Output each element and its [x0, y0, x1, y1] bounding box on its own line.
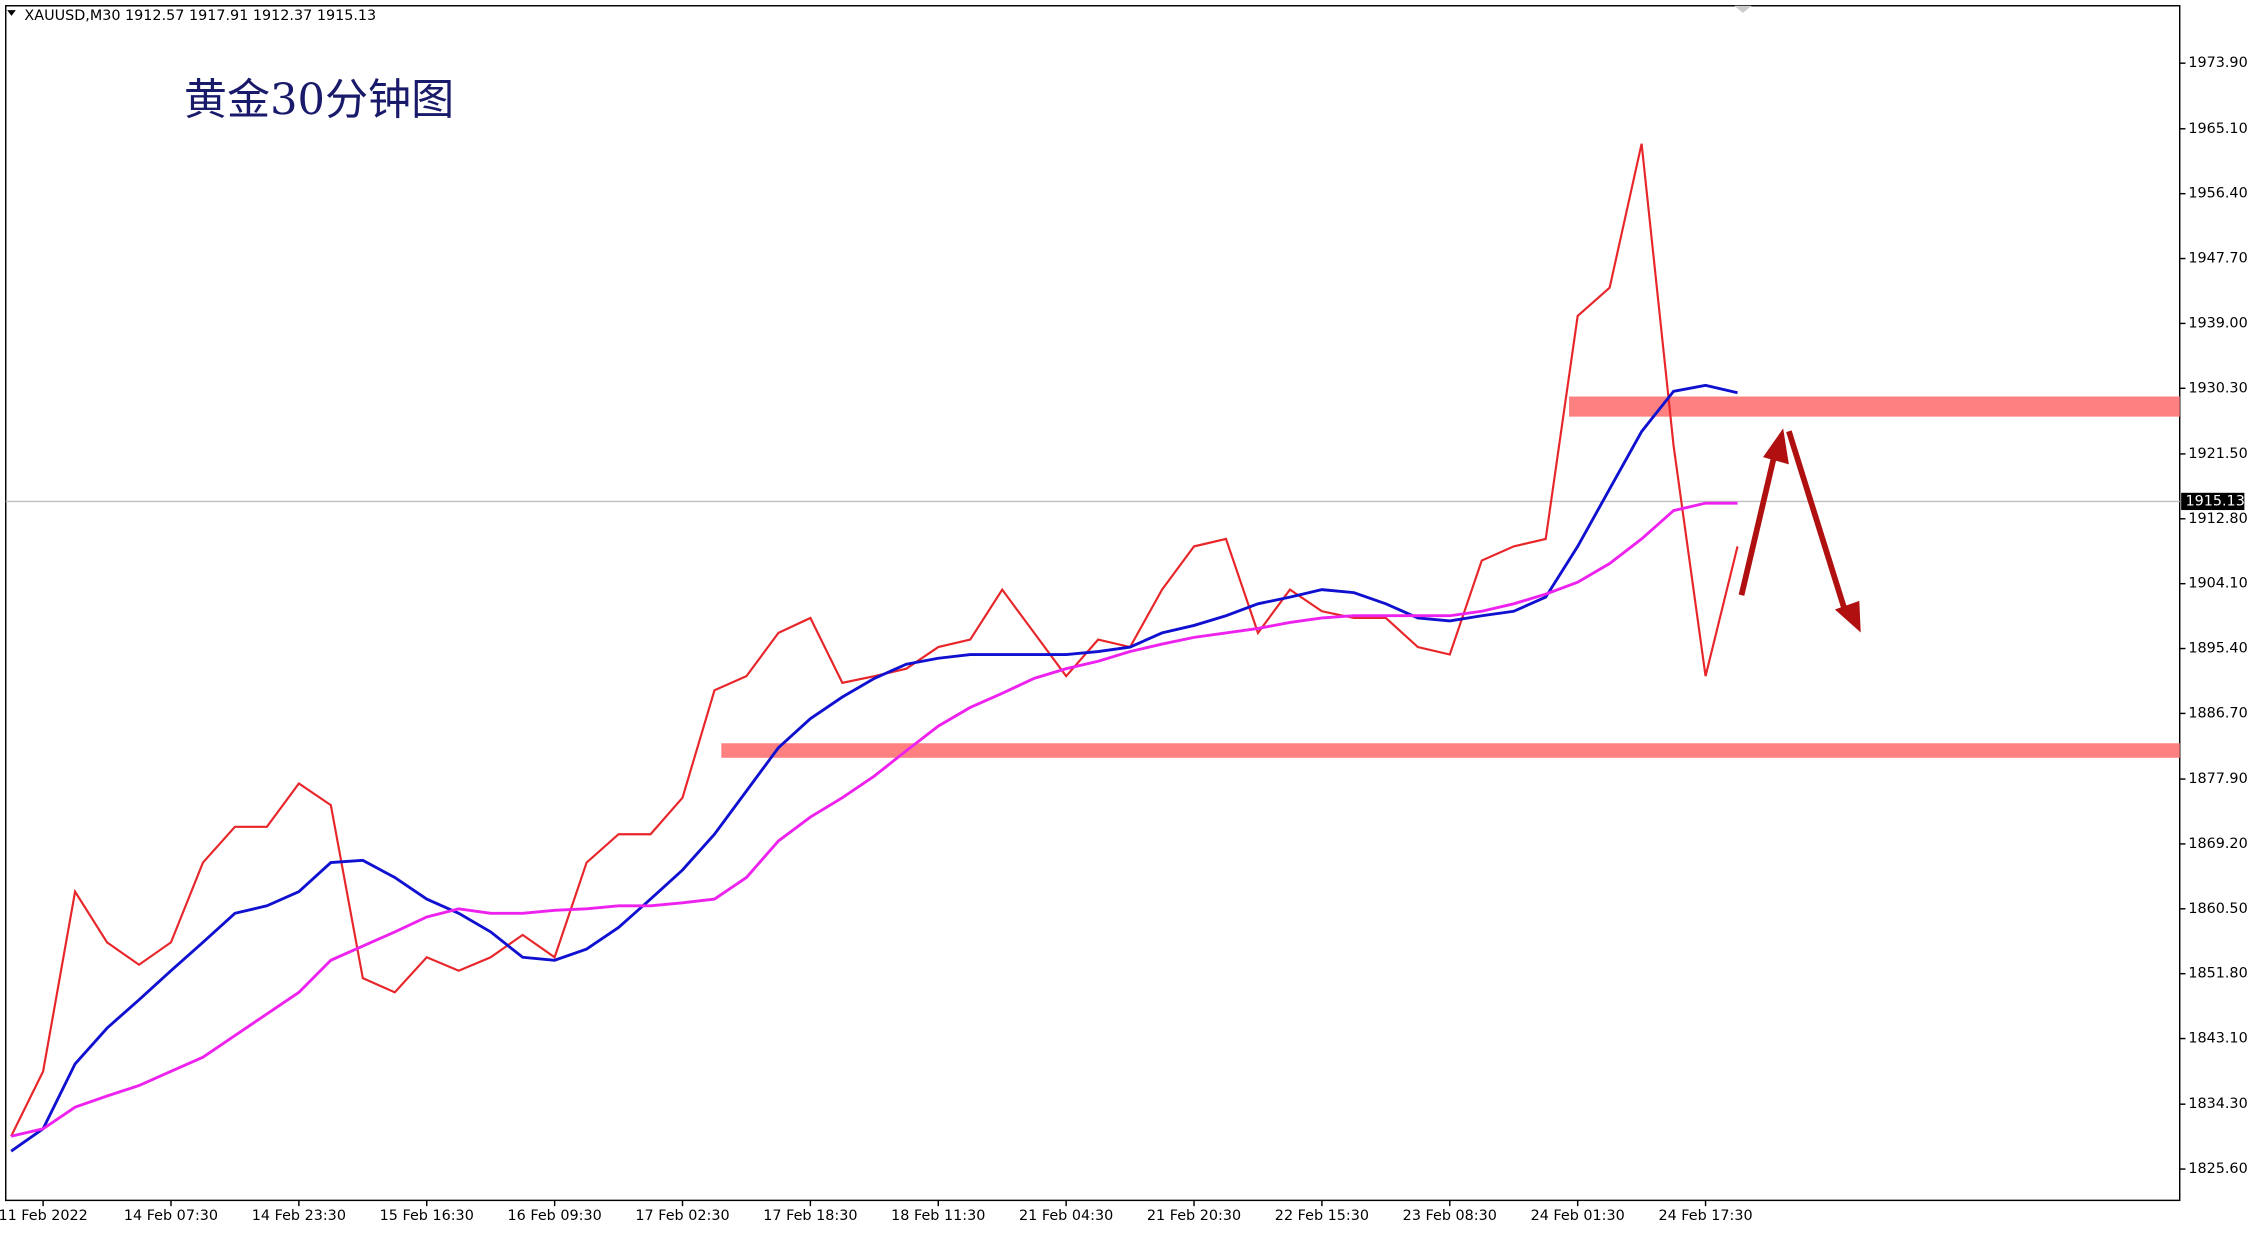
x-tick-label: 17 Feb 18:30: [763, 1208, 857, 1224]
y-tick-label: 1904.10: [2188, 576, 2247, 592]
x-tick-label: 23 Feb 08:30: [1403, 1208, 1497, 1224]
y-tick-label: 1843.10: [2188, 1031, 2247, 1047]
series-line: [10, 501, 1738, 1138]
plot-frame: [5, 5, 2181, 1202]
y-tick-label: 1947.70: [2188, 251, 2247, 267]
series-line: [10, 383, 1738, 1153]
arrow-down-head: [1834, 600, 1861, 633]
y-tick-label: 1912.80: [2188, 511, 2247, 527]
x-tick-label: 16 Feb 09:30: [508, 1208, 602, 1224]
zone: [721, 743, 2180, 758]
x-tick-label: 21 Feb 20:30: [1147, 1208, 1241, 1224]
series-line: [10, 143, 1739, 1137]
y-tick-label: 1930.30: [2188, 380, 2247, 396]
arrow-up-head: [1763, 428, 1789, 465]
x-tick-label: 14 Feb 07:30: [124, 1208, 218, 1224]
arrow-up: [1738, 447, 1779, 596]
y-tick-label: 1939.00: [2188, 315, 2247, 331]
x-tick-label: 21 Feb 04:30: [1019, 1208, 1113, 1224]
zones: [721, 396, 2180, 758]
x-tick-label: 14 Feb 23:30: [252, 1208, 346, 1224]
y-tick-label: 1921.50: [2188, 446, 2247, 462]
y-tick-label: 1851.80: [2188, 966, 2247, 982]
x-tick-label: 24 Feb 17:30: [1658, 1208, 1752, 1224]
menu-triangle: [7, 10, 16, 16]
y-tick-label: 1895.40: [2188, 641, 2247, 657]
x-tick-label: 18 Feb 11:30: [891, 1208, 985, 1224]
y-tick-label: 1886.70: [2188, 705, 2247, 721]
shift-marker: [1734, 5, 1752, 13]
y-tick-label: 1956.40: [2188, 186, 2247, 202]
arrow-down: [1786, 430, 1850, 617]
x-tick-label: 24 Feb 01:30: [1531, 1208, 1625, 1224]
x-tick-label: 11 Feb 2022: [0, 1208, 88, 1224]
plot: [5, 143, 2180, 1153]
x-tick-label: 22 Feb 15:30: [1275, 1208, 1369, 1224]
y-tick-label: 1973.90: [2188, 55, 2247, 71]
x-tick-label: 17 Feb 02:30: [635, 1208, 729, 1224]
y-tick-label: 1860.50: [2188, 901, 2247, 917]
last-price-label: 1915.13: [2185, 493, 2244, 509]
last-price-box: [2181, 492, 2245, 511]
x-tick-label: 15 Feb 16:30: [380, 1208, 474, 1224]
chart-title: 黄金30分钟图: [184, 75, 454, 125]
y-tick-label: 1877.90: [2188, 771, 2247, 787]
header: XAUUSD,M30 1912.57 1917.91 1912.37 1915.…: [24, 8, 376, 24]
y-tick-label: 1869.20: [2188, 836, 2247, 852]
y-tick-label: 1825.60: [2188, 1161, 2247, 1177]
y-tick-label: 1834.30: [2188, 1096, 2247, 1112]
zone: [1569, 396, 2180, 417]
y-tick-label: 1965.10: [2188, 121, 2247, 137]
